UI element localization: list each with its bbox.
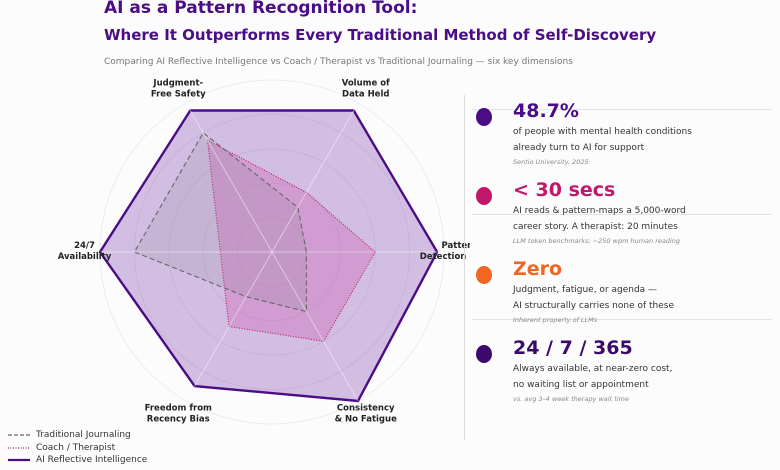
axis-spoke bbox=[185, 251, 273, 402]
axis-spoke bbox=[271, 102, 359, 253]
stat-dot-icon bbox=[476, 266, 492, 284]
stat-source: Sentio University, 2025 bbox=[513, 158, 589, 166]
title-line-2: Where It Outperforms Every Traditional M… bbox=[104, 26, 657, 44]
axis-label: PatternDetection Speed bbox=[420, 241, 470, 262]
axis-label: Freedom from Recency Bias bbox=[145, 403, 212, 424]
stat-value: 48.7% bbox=[513, 100, 579, 122]
stat-description: of people with mental health conditions a… bbox=[513, 127, 692, 153]
legend: Traditional Journaling Coach / Therapist… bbox=[8, 429, 147, 467]
stat-value: < 30 secs bbox=[513, 179, 616, 201]
divider-vertical bbox=[464, 95, 465, 440]
divider bbox=[472, 319, 772, 320]
title-line-1: AI as a Pattern Recognition Tool: bbox=[104, 0, 418, 18]
divider bbox=[472, 109, 772, 110]
stat-description: Always available, at near-zero cost, no w… bbox=[513, 364, 673, 390]
stat-dot-icon bbox=[476, 187, 492, 205]
axis-label: Judgment-Free Safety bbox=[151, 79, 206, 100]
stat-dot-icon bbox=[476, 108, 492, 126]
stat-source: LLM token benchmarks; ~250 wpm human rea… bbox=[513, 237, 681, 245]
stat-value: Zero bbox=[513, 258, 563, 280]
stat-value: 24 / 7 / 365 bbox=[513, 337, 633, 359]
stat-description: Judgment, fatigue, or agenda — AI structu… bbox=[513, 285, 675, 311]
divider bbox=[472, 214, 772, 215]
legend-item-ai: AI Reflective Intelligence bbox=[8, 455, 148, 466]
stat-source: vs. avg 3–4 week therapy wait time bbox=[513, 395, 629, 403]
axis-spoke bbox=[185, 102, 273, 253]
stat-dot-icon bbox=[476, 345, 492, 363]
axis-label: 24/7 Availability bbox=[58, 241, 112, 262]
stat-source: Inherent property of LLMs bbox=[513, 316, 598, 324]
legend-item-journaling: Traditional Journaling bbox=[8, 430, 131, 441]
stat-description: AI reads & pattern-maps a 5,000-word care… bbox=[513, 206, 686, 232]
axis-spoke bbox=[271, 251, 359, 402]
legend-item-coach: Coach / Therapist bbox=[8, 442, 116, 453]
subtitle: Comparing AI Reflective Intelligence vs … bbox=[104, 57, 573, 67]
axis-label: Volume of Data Held bbox=[342, 79, 390, 100]
axis-label: Consistency & No Fatigue bbox=[335, 403, 397, 424]
